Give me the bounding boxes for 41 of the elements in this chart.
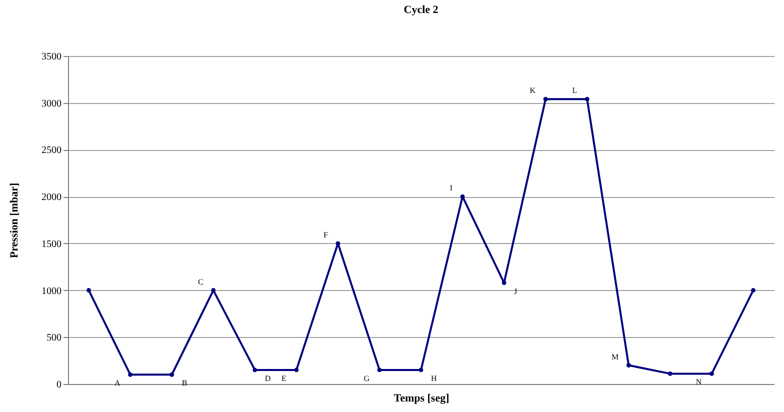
data-label: C <box>198 277 204 286</box>
chart-title: Cycle 2 <box>404 4 439 16</box>
point <box>252 368 258 372</box>
data-label: E <box>282 374 287 383</box>
y-tick-label: 3500 <box>42 52 62 62</box>
data-label: L <box>572 86 578 96</box>
y-tick-label: 1500 <box>42 238 62 250</box>
data-label: D <box>264 374 271 383</box>
point <box>128 372 133 377</box>
point <box>543 96 548 102</box>
point <box>86 288 91 293</box>
data-label: I <box>450 184 453 193</box>
data-label: H <box>431 374 437 383</box>
y-tick-label: 3000 <box>42 98 62 110</box>
point <box>584 96 590 102</box>
point <box>170 372 174 377</box>
data-label: F <box>323 230 328 240</box>
point <box>668 371 672 376</box>
point <box>418 368 424 372</box>
y-tick-label: 1000 <box>42 286 62 297</box>
data-label: N <box>696 378 702 387</box>
y-tick-label: 500 <box>46 332 62 344</box>
data-label: A <box>114 378 121 388</box>
y-tick-label: 2500 <box>42 145 62 156</box>
data-label: G <box>364 374 370 383</box>
data-label: B <box>182 378 188 388</box>
point <box>377 368 382 372</box>
line-series <box>86 96 756 377</box>
data-label: M <box>612 352 619 362</box>
point <box>502 280 506 286</box>
y-axis-title: Pression [mbar] <box>8 182 20 258</box>
x-axis-title: Temps [seg] <box>394 392 450 404</box>
data-label: J <box>514 286 518 296</box>
point <box>294 368 299 372</box>
y-tick-label: 2000 <box>42 192 62 204</box>
point <box>460 194 465 199</box>
point <box>751 288 756 293</box>
data-label: K <box>530 86 536 96</box>
point <box>626 363 631 368</box>
point <box>709 371 714 376</box>
y-tick-label: 0 <box>56 380 62 390</box>
